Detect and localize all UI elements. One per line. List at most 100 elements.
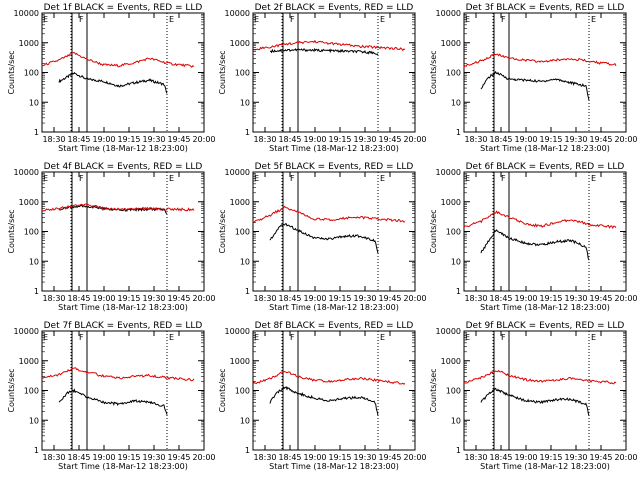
y-tick-label: 100 bbox=[235, 69, 250, 78]
y-tick-label: 10000 bbox=[14, 9, 39, 18]
y-tick-label: 100 bbox=[446, 387, 461, 396]
y-tick-label: 1000 bbox=[230, 198, 250, 207]
lld-series-line bbox=[41, 367, 195, 382]
y-tick-label: 1000 bbox=[441, 39, 461, 48]
flare-marker-label: F bbox=[79, 15, 84, 24]
x-tick-label: 19:15 bbox=[117, 135, 140, 144]
x-axis-label: Start Time (18-Mar-12 18:23:00) bbox=[58, 303, 188, 312]
lld-series-line bbox=[252, 39, 406, 52]
y-tick-label: 1 bbox=[456, 287, 461, 296]
x-tick-label: 18:30 bbox=[253, 135, 276, 144]
y-axis-label: Counts/sec bbox=[218, 368, 227, 412]
lld-series-line bbox=[252, 205, 406, 223]
plot-frame bbox=[463, 330, 627, 451]
y-tick-label: 100 bbox=[446, 228, 461, 237]
lld-series-line bbox=[41, 51, 195, 68]
lld-series-line bbox=[252, 370, 406, 385]
x-tick-label: 19:30 bbox=[142, 453, 165, 462]
events-series-line bbox=[58, 388, 168, 415]
y-tick-label: 1000 bbox=[19, 39, 39, 48]
x-axis-label: Start Time (18-Mar-12 18:23:00) bbox=[58, 462, 188, 471]
y-tick-label: 10 bbox=[29, 257, 39, 266]
y-axis-label: Counts/sec bbox=[218, 50, 227, 94]
x-tick-label: 18:30 bbox=[253, 453, 276, 462]
flare-marker-label: F bbox=[79, 333, 84, 342]
x-tick-label: 19:30 bbox=[142, 294, 165, 303]
y-tick-label: 10 bbox=[240, 98, 250, 107]
events-series-line bbox=[269, 223, 379, 254]
start-marker-label: E bbox=[254, 174, 259, 183]
y-tick-label: 10 bbox=[29, 416, 39, 425]
y-tick-label: 100 bbox=[24, 69, 39, 78]
x-tick-label: 18:45 bbox=[67, 294, 90, 303]
plot-frame bbox=[252, 171, 416, 292]
panel-det-8: Det 8f BLACK = Events, RED = LLD 1 10 100 10… bbox=[218, 321, 427, 471]
plot-frame bbox=[463, 171, 627, 292]
x-tick-label: 18:45 bbox=[278, 453, 301, 462]
y-tick-label: 10000 bbox=[436, 168, 461, 177]
panel-title: Det 2f BLACK = Events, RED = LLD bbox=[255, 3, 414, 13]
x-tick-label: 19:00 bbox=[92, 453, 115, 462]
x-tick-label: 18:45 bbox=[67, 453, 90, 462]
panel-title: Det 6f BLACK = Events, RED = LLD bbox=[466, 162, 625, 172]
end-marker-label: E bbox=[169, 15, 174, 24]
x-tick-label: 18:45 bbox=[278, 294, 301, 303]
y-tick-label: 1 bbox=[34, 128, 39, 137]
x-tick-label: 19:45 bbox=[589, 294, 612, 303]
y-tick-label: 10000 bbox=[225, 9, 250, 18]
end-marker-label: E bbox=[591, 174, 596, 183]
y-tick-label: 1 bbox=[245, 446, 250, 455]
y-axis-label: Counts/sec bbox=[429, 50, 438, 94]
y-tick-label: 10000 bbox=[225, 327, 250, 336]
flare-marker-label: F bbox=[501, 15, 506, 24]
end-marker-label: E bbox=[380, 15, 385, 24]
y-tick-label: 100 bbox=[446, 69, 461, 78]
panel-det-4: Det 4f BLACK = Events, RED = LLD 1 10 100 10… bbox=[7, 162, 216, 312]
y-tick-label: 1 bbox=[456, 446, 461, 455]
y-tick-label: 10 bbox=[29, 98, 39, 107]
x-axis-label: Start Time (18-Mar-12 18:23:00) bbox=[58, 144, 188, 153]
x-tick-label: 18:30 bbox=[42, 453, 65, 462]
y-tick-label: 100 bbox=[24, 228, 39, 237]
events-series-line bbox=[480, 387, 590, 417]
x-axis-label: Start Time (18-Mar-12 18:23:00) bbox=[269, 462, 399, 471]
x-tick-label: 19:45 bbox=[378, 453, 401, 462]
x-tick-label: 19:00 bbox=[303, 453, 326, 462]
end-marker-label: E bbox=[380, 174, 385, 183]
events-series-line bbox=[480, 70, 590, 101]
end-marker-label: E bbox=[169, 174, 174, 183]
plot-frame bbox=[252, 330, 416, 451]
x-axis-label: Start Time (18-Mar-12 18:23:00) bbox=[480, 303, 610, 312]
panel-title: Det 5f BLACK = Events, RED = LLD bbox=[255, 162, 414, 172]
x-tick-label: 19:30 bbox=[353, 453, 376, 462]
x-tick-label: 19:15 bbox=[328, 294, 351, 303]
panel-det-2: Det 2f BLACK = Events, RED = LLD 1 10 100 10… bbox=[218, 3, 427, 153]
y-tick-label: 1 bbox=[34, 287, 39, 296]
start-marker-label: E bbox=[43, 333, 48, 342]
x-tick-label: 20:00 bbox=[403, 294, 426, 303]
flare-marker-label: F bbox=[290, 174, 295, 183]
y-tick-label: 100 bbox=[235, 228, 250, 237]
x-tick-label: 19:30 bbox=[564, 453, 587, 462]
y-tick-label: 1 bbox=[34, 446, 39, 455]
x-tick-label: 19:45 bbox=[167, 453, 190, 462]
y-axis-label: Counts/sec bbox=[429, 368, 438, 412]
x-tick-label: 18:45 bbox=[278, 135, 301, 144]
plot-frame bbox=[463, 12, 627, 133]
y-axis-label: Counts/sec bbox=[7, 368, 16, 412]
x-axis-label: Start Time (18-Mar-12 18:23:00) bbox=[269, 303, 399, 312]
x-tick-label: 18:45 bbox=[489, 453, 512, 462]
panel-title: Det 7f BLACK = Events, RED = LLD bbox=[44, 321, 203, 331]
panel-det-1: Det 1f BLACK = Events, RED = LLD 1 10 100 10… bbox=[7, 3, 216, 153]
flare-marker-label: F bbox=[290, 15, 295, 24]
x-tick-label: 20:00 bbox=[403, 135, 426, 144]
start-marker-label: E bbox=[254, 15, 259, 24]
x-axis-label: Start Time (18-Mar-12 18:23:00) bbox=[480, 144, 610, 153]
y-tick-label: 1 bbox=[245, 287, 250, 296]
flare-marker-label: F bbox=[501, 174, 506, 183]
y-tick-label: 1000 bbox=[230, 39, 250, 48]
x-tick-label: 19:00 bbox=[514, 294, 537, 303]
panel-title: Det 1f BLACK = Events, RED = LLD bbox=[44, 3, 203, 13]
y-tick-label: 1 bbox=[456, 128, 461, 137]
x-tick-label: 19:15 bbox=[117, 453, 140, 462]
